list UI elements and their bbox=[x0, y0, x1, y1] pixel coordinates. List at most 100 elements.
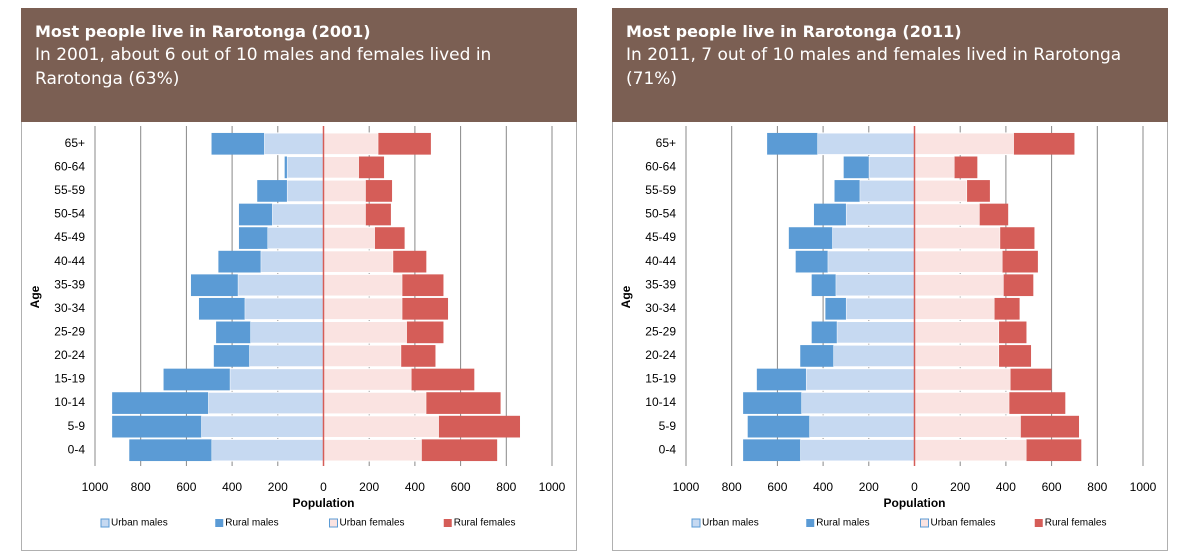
y-tick-label: 65+ bbox=[65, 136, 85, 150]
legend-label: Rural males bbox=[816, 518, 869, 529]
legend-label: Rural females bbox=[454, 518, 516, 529]
bar bbox=[218, 250, 261, 273]
bar bbox=[286, 179, 325, 203]
legend-marker bbox=[443, 519, 452, 527]
bar bbox=[914, 438, 1027, 462]
bar bbox=[914, 226, 1001, 250]
bar bbox=[827, 250, 915, 273]
bar bbox=[374, 227, 405, 249]
y-tick-label: 30-34 bbox=[645, 301, 676, 315]
bar bbox=[323, 297, 403, 321]
y-tick-label: 35-39 bbox=[645, 277, 676, 291]
legend-label: Urban males bbox=[702, 518, 759, 529]
bar bbox=[112, 415, 202, 438]
bar bbox=[323, 273, 403, 297]
bar bbox=[323, 203, 367, 226]
bar bbox=[163, 368, 230, 391]
y-tick-label: 5-9 bbox=[68, 419, 86, 433]
y-tick-label: 60-64 bbox=[645, 160, 676, 174]
bar bbox=[411, 368, 475, 391]
x-tick-label: 1000 bbox=[1130, 480, 1157, 494]
bar bbox=[238, 203, 273, 226]
bar bbox=[914, 391, 1010, 415]
bar bbox=[811, 274, 836, 297]
bar bbox=[378, 132, 431, 155]
bar bbox=[767, 132, 818, 155]
bar bbox=[1010, 368, 1052, 391]
bar bbox=[999, 345, 1032, 367]
bar bbox=[229, 368, 324, 391]
bar bbox=[286, 156, 325, 179]
y-tick-label: 20-24 bbox=[54, 348, 85, 362]
chart-header: Most people live in Rarotonga (2001) In 2… bbox=[21, 8, 577, 122]
bar bbox=[831, 226, 916, 250]
bar bbox=[914, 415, 1022, 438]
x-tick-label: 600 bbox=[451, 480, 471, 494]
bar bbox=[323, 179, 367, 203]
bar bbox=[244, 297, 324, 321]
bar bbox=[845, 297, 915, 321]
bar bbox=[811, 321, 837, 344]
bar bbox=[200, 415, 324, 438]
bar bbox=[835, 273, 915, 297]
y-tick-label: 15-19 bbox=[645, 372, 676, 386]
y-tick-label: 50-54 bbox=[645, 207, 676, 221]
bar bbox=[358, 156, 385, 179]
bar bbox=[323, 415, 440, 438]
bar bbox=[112, 392, 209, 414]
bar bbox=[845, 203, 915, 226]
bar bbox=[914, 297, 995, 321]
bar bbox=[747, 415, 810, 438]
bar bbox=[190, 274, 238, 297]
bar bbox=[216, 321, 251, 344]
bar bbox=[836, 321, 915, 344]
x-tick-label: 800 bbox=[1087, 480, 1107, 494]
x-tick-label: 800 bbox=[722, 480, 742, 494]
bar bbox=[213, 345, 250, 367]
y-tick-label: 0-4 bbox=[68, 442, 86, 456]
legend-marker bbox=[100, 518, 110, 528]
y-tick-label: 25-29 bbox=[645, 325, 676, 339]
y-tick-label: 20-24 bbox=[645, 348, 676, 362]
chart-subtitle: In 2011, 7 out of 10 males and females l… bbox=[626, 45, 1122, 89]
bar bbox=[979, 203, 1009, 226]
bar bbox=[323, 226, 376, 250]
y-tick-label: 65+ bbox=[656, 136, 676, 150]
chart: 1000 800 600 400 200 0 200 400 600 800 1000 65+ 60-6… bbox=[21, 122, 577, 551]
bar bbox=[743, 439, 801, 462]
y-tick-label: 55-59 bbox=[54, 183, 85, 197]
x-tick-label: 400 bbox=[405, 480, 425, 494]
bar bbox=[263, 132, 324, 156]
bar bbox=[406, 321, 444, 344]
bar bbox=[914, 179, 968, 203]
y-tick-label: 45-49 bbox=[54, 230, 85, 244]
bar bbox=[799, 438, 915, 462]
bar bbox=[393, 250, 427, 273]
bar bbox=[1003, 274, 1034, 297]
bar bbox=[743, 392, 802, 414]
y-tick-label: 55-59 bbox=[645, 183, 676, 197]
bar bbox=[825, 297, 846, 320]
bar bbox=[284, 156, 287, 179]
y-tick-label: 0-4 bbox=[659, 442, 677, 456]
bar bbox=[211, 132, 265, 155]
legend-marker bbox=[215, 519, 224, 527]
y-tick-label: 10-14 bbox=[645, 395, 676, 409]
x-tick-label: 200 bbox=[950, 480, 970, 494]
x-axis-label: Population bbox=[293, 496, 355, 510]
chart-title: Most people live in Rarotonga (2001) bbox=[35, 22, 371, 41]
bar bbox=[832, 344, 916, 368]
chart-title: Most people live in Rarotonga (2011) bbox=[626, 22, 962, 41]
legend-label: Rural females bbox=[1045, 518, 1107, 529]
y-tick-label: 30-34 bbox=[54, 301, 85, 315]
bar bbox=[260, 250, 325, 273]
chart-header: Most people live in Rarotonga (2011) In 2… bbox=[612, 8, 1168, 122]
legend-marker bbox=[691, 518, 701, 528]
y-tick-label: 5-9 bbox=[659, 419, 677, 433]
y-tick-label: 35-39 bbox=[54, 277, 85, 291]
bar bbox=[967, 180, 990, 202]
bar bbox=[267, 226, 324, 250]
y-tick-label: 50-54 bbox=[54, 207, 85, 221]
bar bbox=[808, 415, 915, 438]
